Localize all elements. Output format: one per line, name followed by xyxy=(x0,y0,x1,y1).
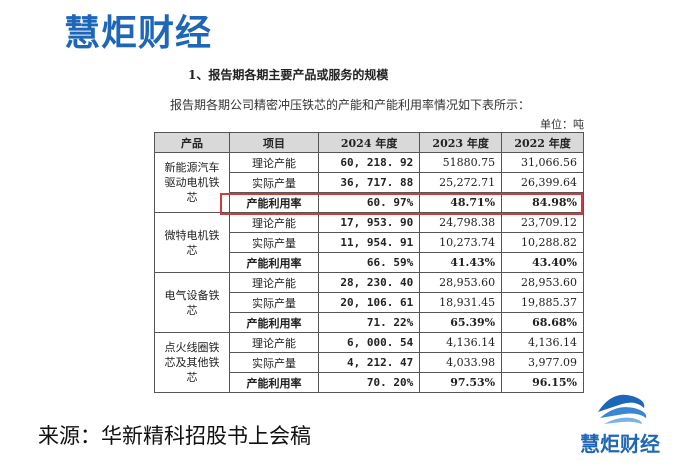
value-2023: 18,931.45 xyxy=(419,292,503,313)
table-row: 新能源汽车驱动电机铁芯 理论产能 60, 218. 92 51880.75 31… xyxy=(154,152,584,213)
value-2023: 41.43% xyxy=(419,252,503,273)
item-cell: 理论产能 xyxy=(229,272,319,293)
product-cell: 点火线圈铁芯及其他铁芯 xyxy=(154,332,230,393)
value-2024: 4, 212. 47 xyxy=(317,352,421,373)
value-2023: 10,273.74 xyxy=(419,232,503,253)
value-2022: 96.15% xyxy=(501,372,584,393)
value-2024: 60, 218. 92 xyxy=(317,152,421,173)
header-2022: 2022 年度 xyxy=(501,132,584,153)
item-cell: 实际产量 xyxy=(229,172,319,193)
section-title: 1、报告期各期主要产品或服务的规模 xyxy=(188,68,389,82)
brand-logo-top: 慧炬财经 xyxy=(64,13,213,54)
value-2022: 4,136.14 xyxy=(501,332,584,353)
table-row: 实际产量 20, 106. 61 18,931.45 19,885.37 xyxy=(155,292,584,313)
value-2023: 65.39% xyxy=(419,312,503,333)
value-2024: 17, 953. 90 xyxy=(317,212,421,233)
value-2022: 43.40% xyxy=(501,252,584,273)
product-cell: 电气设备铁芯 xyxy=(154,272,230,333)
item-cell: 实际产量 xyxy=(229,352,319,373)
item-cell: 产能利用率 xyxy=(229,372,319,393)
intro-text: 报告期各期公司精密冲压铁芯的产能和产能利用率情况如下表所示： xyxy=(170,98,531,112)
value-2023: 4,033.98 xyxy=(419,352,503,373)
header-item: 项目 xyxy=(229,132,319,153)
item-cell: 理论产能 xyxy=(229,152,319,173)
table-row: 实际产量 11, 954. 91 10,273.74 10,288.82 xyxy=(155,232,584,253)
value-2024: 6, 000. 54 xyxy=(317,332,421,353)
table-row: 点火线圈铁芯及其他铁芯 理论产能 6, 000. 54 4,136.14 4,1… xyxy=(154,332,584,393)
item-cell: 产能利用率 xyxy=(229,312,319,333)
value-2023: 4,136.14 xyxy=(419,332,503,353)
capacity-table: 产品 项目 2024 年度 2023 年度 2022 年度 新能源汽车驱动电机铁… xyxy=(154,132,584,393)
unit-label: 单位：吨 xyxy=(540,118,584,131)
value-2023: 28,953.60 xyxy=(419,272,503,293)
table-row: 产能利用率 66. 59% 41.43% 43.40% xyxy=(155,252,584,273)
item-cell: 理论产能 xyxy=(229,212,319,233)
brand-logo-text: 慧炬财经 xyxy=(580,432,660,456)
value-2023: 51880.75 xyxy=(419,152,503,173)
product-cell: 微特电机铁芯 xyxy=(154,212,230,273)
value-2022: 68.68% xyxy=(501,312,584,333)
value-2022: 10,288.82 xyxy=(501,232,584,253)
table-row: 微特电机铁芯 理论产能 17, 953. 90 24,798.38 23,709… xyxy=(154,212,584,273)
table-row: 产能利用率 71. 22% 65.39% 68.68% xyxy=(155,312,584,333)
table-row: 产能利用率 70. 20% 97.53% 96.15% xyxy=(155,372,584,393)
table-row: 实际产量 4, 212. 47 4,033.98 3,977.09 xyxy=(155,352,584,373)
item-cell: 理论产能 xyxy=(229,332,319,353)
table-header-row: 产品 项目 2024 年度 2023 年度 2022 年度 xyxy=(154,132,584,153)
value-2022: 31,066.56 xyxy=(501,152,584,173)
source-caption: 来源：华新精科招股书上会稿 xyxy=(38,424,311,448)
value-2024: 28, 230. 40 xyxy=(317,272,421,293)
header-product: 产品 xyxy=(154,132,230,153)
value-2024: 71. 22% xyxy=(317,312,421,333)
value-2022: 26,399.64 xyxy=(501,172,584,193)
item-cell: 实际产量 xyxy=(229,232,319,253)
value-2022: 3,977.09 xyxy=(501,352,584,373)
header-2024: 2024 年度 xyxy=(317,132,421,153)
value-2024: 20, 106. 61 xyxy=(317,292,421,313)
brand-logo-bottom: 慧炬财经 xyxy=(560,382,680,462)
product-cell: 新能源汽车驱动电机铁芯 xyxy=(154,152,230,213)
value-2024: 11, 954. 91 xyxy=(317,232,421,253)
value-2023: 97.53% xyxy=(419,372,503,393)
highlight-box xyxy=(220,193,583,215)
value-2024: 36, 717. 88 xyxy=(317,172,421,193)
table-row: 电气设备铁芯 理论产能 28, 230. 40 28,953.60 28,953… xyxy=(154,272,584,333)
value-2022: 23,709.12 xyxy=(501,212,584,233)
header-2023: 2023 年度 xyxy=(419,132,503,153)
wave-logo-icon xyxy=(598,394,647,424)
value-2024: 70. 20% xyxy=(317,372,421,393)
value-2023: 25,272.71 xyxy=(419,172,503,193)
value-2024: 66. 59% xyxy=(317,252,421,273)
item-cell: 实际产量 xyxy=(229,292,319,313)
value-2023: 24,798.38 xyxy=(419,212,503,233)
value-2022: 28,953.60 xyxy=(501,272,584,293)
item-cell: 产能利用率 xyxy=(229,252,319,273)
value-2022: 19,885.37 xyxy=(501,292,584,313)
